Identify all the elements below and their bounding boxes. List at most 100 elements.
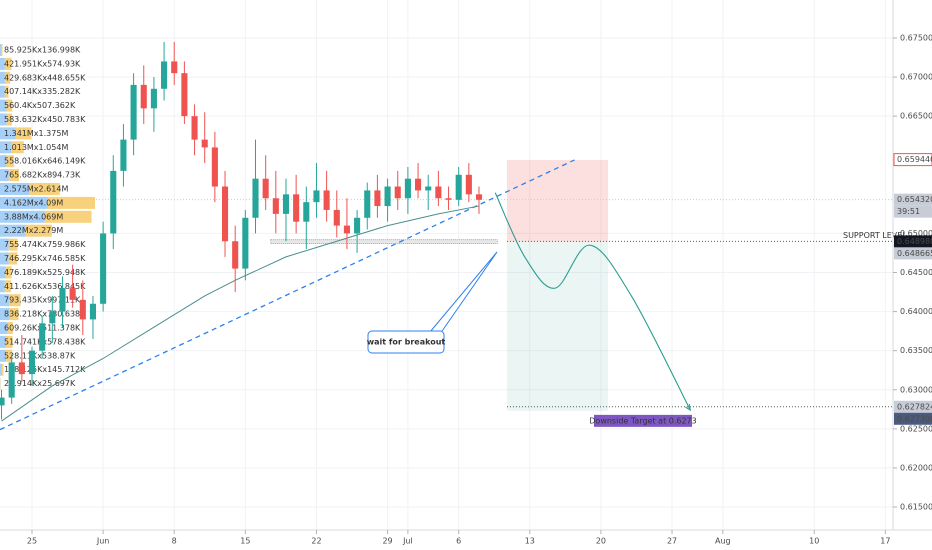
candle-body [465, 174, 472, 195]
profile-up-bar [0, 141, 12, 154]
x-tick-label: Jun [96, 537, 110, 546]
price-label-box [894, 235, 932, 248]
profile-up-bar [0, 127, 16, 140]
profile-label: 24.914Kx25.697K [4, 379, 76, 388]
candle-body [364, 190, 371, 218]
profile-down-bar [0, 44, 3, 56]
profile-down-bar [5, 335, 13, 348]
price-label-box [894, 412, 932, 425]
candle-body [191, 116, 198, 140]
countdown: 39:51 [897, 207, 920, 216]
candle-body [8, 362, 15, 398]
x-tick-label: 8 [172, 537, 177, 546]
profile-down-bar [8, 252, 18, 265]
candle-body [0, 397, 5, 406]
profile-label: 3.88Mx4.069M [4, 212, 63, 221]
candle-body [242, 217, 249, 269]
candle-body [171, 61, 178, 74]
profile-label: 1.341Mx1.375M [4, 129, 68, 138]
support-label: SUPPORT LEVEL [843, 231, 907, 240]
countdown-box [894, 205, 932, 218]
price-label-box [893, 153, 932, 167]
profile-up-bar [0, 252, 9, 265]
x-tick-label: 22 [311, 537, 321, 546]
candle-body [343, 225, 350, 234]
profile-up-bar [0, 85, 5, 98]
profile-down-bar [4, 71, 11, 84]
candle-body [49, 311, 56, 324]
candle-body [455, 174, 462, 200]
price-label: 0.627300 [897, 414, 932, 423]
profile-label: 583.632Kx450.783K [4, 115, 86, 124]
profile-up-bar [0, 224, 26, 237]
profile-up-bar [0, 113, 7, 126]
profile-up-bar [0, 322, 8, 334]
profile-label: 85.925Kx136.998K [4, 46, 81, 55]
profile-label: 2.22Mx2.279M [4, 226, 63, 235]
candle-body [39, 323, 46, 351]
profile-up-bar [0, 57, 5, 70]
projection-path [494, 192, 691, 411]
x-tick-label: 27 [667, 537, 677, 546]
profile-down-bar [9, 294, 21, 307]
profile-label: 793.435Kx997.11K [4, 296, 81, 305]
profile-label: 2.575Mx2.614M [4, 185, 68, 194]
profile-up-bar [0, 169, 9, 182]
profile-label: 746.295Kx746.585K [4, 254, 86, 263]
candle-body [211, 147, 218, 187]
profile-down-bar [8, 238, 18, 251]
profile-down-bar [15, 127, 32, 140]
candle-body [374, 190, 381, 207]
x-tick-label: 10 [809, 537, 819, 546]
candle-body [232, 241, 239, 269]
candle-body [59, 288, 66, 312]
profile-label: 558.016Kx646.149K [4, 157, 86, 166]
profile-down-bar [47, 196, 95, 209]
candle-body [18, 362, 25, 375]
profile-up-bar [0, 266, 6, 279]
candle-body [384, 186, 391, 207]
x-tick-label: Aug [715, 537, 731, 546]
profile-up-bar [0, 238, 9, 251]
candle-body [445, 198, 452, 200]
candle-body [475, 194, 483, 200]
profile-down-bar [29, 183, 60, 195]
candle-body [313, 190, 320, 203]
profile-up-bar [0, 308, 10, 321]
profile-up-bar [0, 99, 7, 112]
price-label-box [894, 400, 932, 413]
trendline [0, 159, 575, 431]
profile-down-bar [44, 210, 92, 223]
grid [0, 0, 893, 530]
profile-label: 1.013Mx1.054M [4, 143, 68, 152]
candle-body [282, 194, 290, 214]
x-tick-label: 17 [880, 537, 890, 546]
price-label: 0.654320 [897, 195, 932, 204]
candle-body [435, 186, 442, 199]
candle-body [181, 73, 188, 117]
candle-body [394, 186, 401, 199]
target-zone [506, 241, 609, 411]
profile-up-bar [0, 196, 48, 209]
profile-down-bar [5, 266, 12, 279]
price-label: 0.659440 [897, 155, 932, 164]
candle-body [110, 170, 117, 234]
profile-up-bar [0, 71, 5, 84]
profile-up-bar [0, 210, 45, 223]
profile-label: 836.218Kx780.638K [4, 310, 86, 319]
x-tick-label: 15 [240, 537, 250, 546]
x-tick-label: 25 [27, 537, 37, 546]
profile-down-bar [6, 155, 14, 168]
profile-up-bar [0, 363, 2, 376]
profile-label: 158.125Kx145.712K [4, 365, 86, 374]
price-label-box [894, 193, 932, 206]
profile-label: 476.189Kx525.948K [4, 268, 86, 277]
profile-up-bar [0, 335, 6, 348]
profile-up-bar [0, 280, 5, 293]
